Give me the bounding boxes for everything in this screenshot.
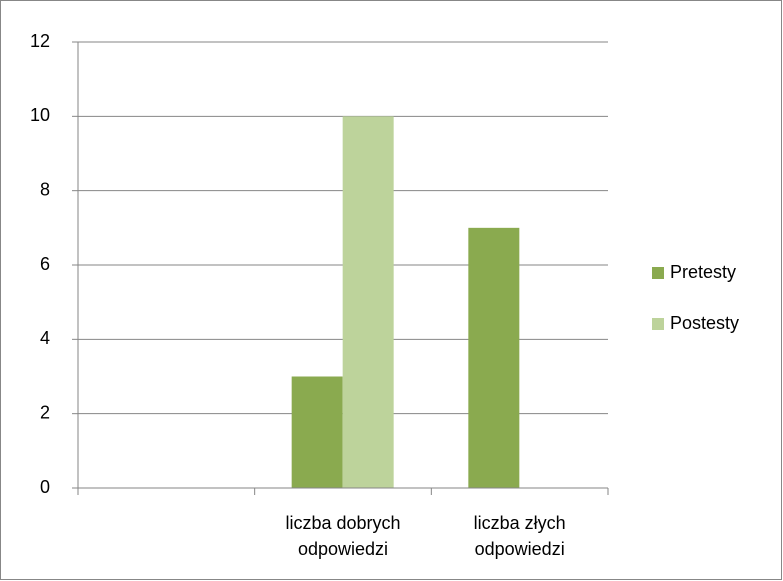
legend-label: Pretesty — [670, 262, 736, 282]
bar — [342, 116, 394, 488]
y-tick-label: 2 — [40, 402, 50, 422]
y-tick-label: 4 — [40, 328, 50, 348]
y-tick-label: 0 — [40, 477, 50, 497]
y-tick-label: 10 — [30, 105, 50, 125]
bar — [291, 376, 343, 488]
legend-label: Postesty — [670, 313, 739, 333]
x-tick-label: liczba złych odpowiedzi — [473, 513, 566, 559]
bar — [468, 227, 520, 489]
y-tick-label: 12 — [30, 31, 50, 51]
y-tick-label: 8 — [40, 179, 50, 199]
legend-swatch — [652, 318, 664, 330]
legend-swatch — [652, 267, 664, 279]
y-tick-label: 6 — [40, 254, 50, 274]
x-tick-label: liczba dobrych odpowiedzi — [285, 513, 401, 559]
